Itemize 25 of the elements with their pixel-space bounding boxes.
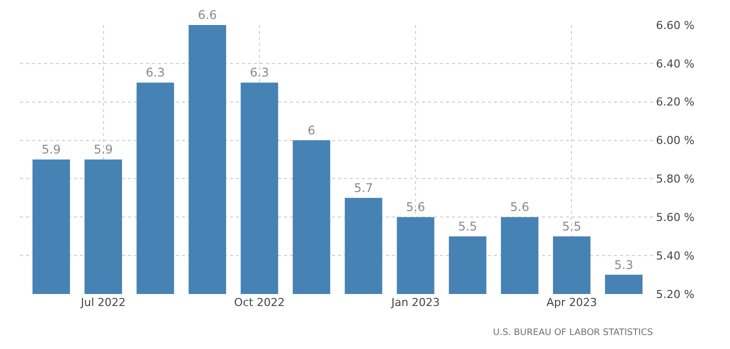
- y-tick-label: 6.60 %: [656, 18, 694, 32]
- x-tick-label: Jan 2023: [390, 296, 440, 309]
- data-label: 6: [308, 123, 316, 138]
- y-tick-label: 6.20 %: [656, 96, 694, 109]
- y-tick-label: 5.40 %: [656, 249, 694, 262]
- data-label: 6.6: [198, 8, 217, 22]
- x-tick-label: Jul 2022: [80, 296, 126, 309]
- data-label: 5.9: [42, 142, 61, 156]
- data-label: 5.6: [406, 200, 426, 214]
- data-label: 5.5: [562, 219, 582, 234]
- data-label: 6.3: [250, 66, 269, 80]
- x-tick-label: Apr 2023: [546, 296, 597, 309]
- data-label: 5.3: [614, 258, 634, 272]
- y-tick-label: 6.40 %: [656, 57, 694, 70]
- y-tick-label: 5.20 %: [656, 288, 694, 301]
- data-label: 5.6: [510, 200, 530, 214]
- data-label: 5.5: [458, 219, 478, 234]
- data-label: 6.3: [146, 66, 165, 80]
- data-label: 5.9: [94, 142, 113, 156]
- data-label: 5.7: [354, 180, 374, 195]
- y-tick-label: 5.80 %: [656, 172, 694, 186]
- y-tick-label: 6.00 %: [656, 134, 694, 148]
- text: U.S. BUREAU OF LABOR STATISTICS: [493, 328, 654, 338]
- y-tick-label: 5.60 %: [656, 210, 694, 224]
- x-tick-label: Oct 2022: [234, 296, 285, 309]
